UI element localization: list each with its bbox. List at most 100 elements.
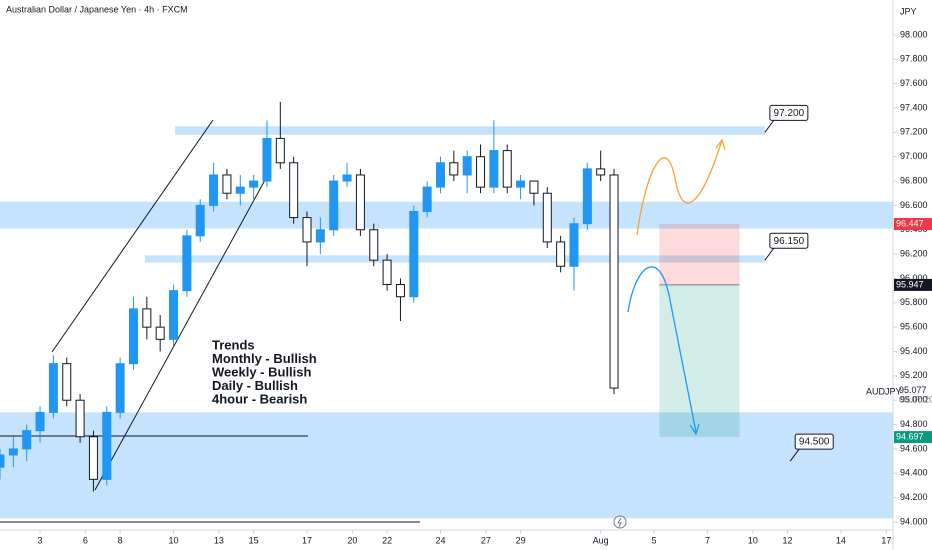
candle-body — [582, 168, 592, 225]
x-tick-label: 6 — [83, 535, 88, 545]
candle-body — [62, 363, 72, 401]
candle-body — [315, 229, 325, 243]
zone — [175, 126, 765, 135]
candle-body — [249, 180, 259, 188]
candle-body — [329, 180, 339, 231]
candle-body — [302, 217, 312, 243]
channel-line — [51, 119, 214, 353]
candle-body — [489, 150, 499, 188]
candle-body — [275, 137, 285, 164]
x-tick-label: 17 — [302, 535, 312, 545]
x-tick-label: 13 — [214, 535, 224, 545]
zone — [0, 201, 893, 229]
x-tick-label: 10 — [169, 535, 179, 545]
candle-body — [262, 137, 272, 182]
position-tool — [659, 224, 740, 438]
price-label: 95.947 — [896, 279, 924, 289]
callout-pointer — [789, 448, 800, 462]
candle-body — [462, 156, 472, 176]
y-tick-label: 96.800 — [900, 175, 928, 185]
y-tick-label: 94.800 — [900, 419, 928, 429]
drawings — [0, 119, 726, 523]
y-tick-label: 95.200 — [900, 370, 928, 380]
symbol-label: AUDJPY — [866, 386, 902, 396]
candle-body — [128, 308, 138, 365]
zone — [144, 255, 765, 263]
y-tick-label: 95.400 — [900, 346, 928, 356]
candle-body — [102, 411, 112, 480]
event-icon[interactable] — [613, 515, 627, 529]
y-tick-label: 96.600 — [900, 200, 928, 210]
orange-arrow — [636, 139, 723, 236]
note-line: Monthly - Bullish — [212, 351, 317, 366]
candle-body — [75, 399, 85, 438]
candle-body — [476, 156, 486, 188]
stop-zone — [659, 224, 740, 285]
candle-body — [609, 174, 619, 389]
y-tick-label: 97.600 — [900, 78, 928, 88]
event-icon-bolt — [617, 517, 622, 528]
candle-body — [0, 454, 5, 468]
x-tick-label: 10 — [748, 535, 758, 545]
candle-body — [449, 162, 459, 176]
candle-body — [195, 204, 205, 237]
x-tick-label: 27 — [481, 535, 491, 545]
x-tick-label: 14 — [836, 535, 846, 545]
y-tick-label: 95.600 — [900, 322, 928, 332]
x-tick-label: 29 — [516, 535, 526, 545]
y-tick-label: 96.200 — [900, 248, 928, 258]
price-label: 94.697 — [896, 431, 924, 441]
price-label-box — [894, 431, 932, 444]
x-tick-label: 15 — [249, 535, 259, 545]
candle-body — [235, 186, 245, 194]
candle-body — [35, 411, 45, 432]
candle-body — [355, 174, 365, 231]
candle-body — [395, 284, 405, 298]
y-tick-label: 96.000 — [900, 273, 928, 283]
callout-box — [769, 104, 809, 121]
target-zone — [659, 284, 740, 438]
y-tick-label: 94.400 — [900, 468, 928, 478]
candle-body — [22, 430, 32, 450]
price-label-box — [894, 278, 932, 291]
candle-body — [529, 180, 539, 194]
candle-body — [169, 290, 179, 340]
candle-body — [369, 229, 379, 261]
chart-title: Australian Dollar / Japanese Yen · 4h · … — [6, 4, 188, 14]
callout-box — [769, 232, 809, 249]
arrow-head — [689, 423, 700, 436]
candle-body — [289, 162, 299, 219]
candle-body — [409, 210, 419, 298]
candle-body — [342, 174, 352, 182]
note-line: 4hour - Bearish — [212, 391, 307, 406]
y-tick-label: 94.200 — [900, 492, 928, 502]
candle-body — [155, 326, 165, 340]
callout-label: 97.200 — [774, 108, 805, 119]
candle-body — [182, 235, 192, 292]
last-price: 95.077 — [899, 385, 927, 395]
candle-body — [542, 192, 552, 243]
candle-body — [142, 308, 152, 328]
candle-body — [8, 448, 18, 456]
callout-label: 94.500 — [799, 437, 830, 448]
x-tick-label: 12 — [783, 535, 793, 545]
channel-line — [94, 179, 266, 491]
countdown: 03:07:20 — [899, 394, 932, 404]
note-line: Daily - Bullish — [212, 378, 298, 393]
x-tick-label: 7 — [705, 535, 710, 545]
candle-body — [382, 259, 392, 286]
candle-body — [88, 436, 98, 480]
y-tick-label: 97.200 — [900, 127, 928, 137]
x-tick-label: 20 — [347, 535, 357, 545]
zone — [0, 412, 893, 519]
candle-body — [569, 223, 579, 267]
x-tick-label: 3 — [38, 535, 43, 545]
callout-pointer — [764, 120, 775, 133]
x-tick-label: 5 — [652, 535, 657, 545]
candles — [0, 101, 619, 492]
candle-body — [48, 363, 58, 413]
callout-box — [794, 433, 834, 450]
